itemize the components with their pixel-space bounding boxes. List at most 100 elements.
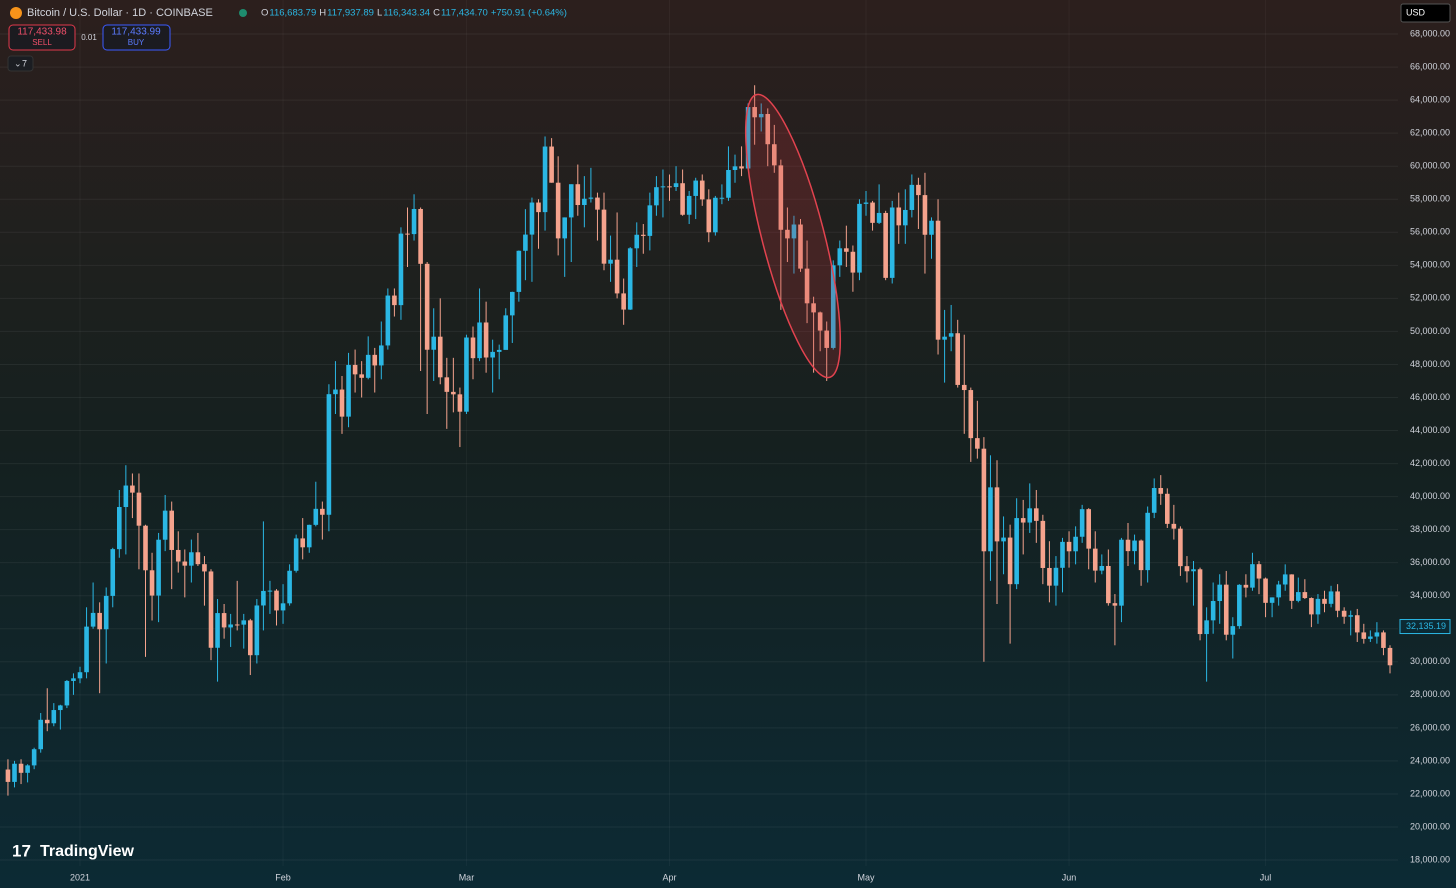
candle-body [1223,584,1229,635]
candle-body [64,680,70,706]
candle-body [1361,632,1367,639]
y-tick-label: 26,000.00 [1410,722,1450,732]
candle-body [267,590,273,592]
ohlc-value: 117,937.89 [327,8,374,19]
x-tick-label: May [857,872,875,882]
candle-body [215,613,220,648]
candle-body [654,187,659,206]
highlight-ellipse [744,93,842,379]
candle-body [621,293,626,310]
candle-body [922,195,928,235]
candle-body [863,202,869,204]
x-tick-label: Jun [1062,872,1077,882]
candle-body [359,374,364,378]
candle-body [1276,584,1281,598]
candle-body [903,209,908,226]
candle-body [1302,592,1308,599]
candle-body [1335,591,1340,611]
candle-body [942,336,947,340]
candle-body [706,199,712,233]
x-tick-label: Apr [662,872,676,882]
candle-body [896,207,902,226]
candle-body [1014,518,1019,585]
price-marker-label: 32,135.19 [1406,621,1446,631]
candle-body [189,552,194,566]
candle-body [817,312,823,331]
sell-label: SELL [32,38,52,47]
candle-body [844,248,849,252]
sell-button[interactable] [8,24,76,51]
buy-button[interactable] [102,24,171,51]
candle-body [693,180,698,196]
candle-body [274,590,279,611]
candle-body [306,524,312,548]
candle-body [208,571,214,648]
candle-body [909,184,915,210]
candle-body [850,251,856,273]
candle-body [1027,508,1033,523]
candle-body [739,166,744,169]
y-tick-label: 36,000.00 [1410,557,1450,567]
candle-body [300,538,305,548]
candle-body [948,333,954,337]
candle-body [752,107,757,118]
candle-body [451,391,456,395]
candle-body [1263,578,1268,603]
candle-body [110,549,116,596]
candle-body [955,333,960,385]
candle-body [1034,508,1039,521]
y-tick-label: 22,000.00 [1410,788,1450,798]
candle-body [130,485,135,493]
candle-body [994,487,1000,542]
candle-body [483,322,489,358]
candle-body [90,612,96,627]
candle-body [202,564,207,572]
y-tick-label: 18,000.00 [1410,854,1450,864]
y-tick-label: 28,000.00 [1410,689,1450,699]
candle-body [824,330,829,348]
candle-body [1079,509,1085,537]
y-tick-label: 54,000.00 [1410,260,1450,270]
y-tick-label: 42,000.00 [1410,458,1450,468]
candle-body [876,212,882,223]
y-tick-label: 50,000.00 [1410,326,1450,336]
candle-body [444,377,450,392]
candle-body [961,384,967,391]
candle-body [97,612,102,630]
candle-body [627,248,633,310]
candle-body [123,485,129,508]
sell-price: 117,433.98 [17,27,67,38]
candle-body [1053,567,1059,586]
y-tick-label: 40,000.00 [1410,491,1450,501]
candle-body [857,203,862,273]
candle-body [758,113,764,118]
candle-body [1243,584,1249,588]
candle-body [680,183,685,215]
indicator-toggle[interactable] [7,55,34,72]
candle-body [791,224,797,239]
candle-body [169,510,174,550]
candle-body [889,207,895,278]
candle-body [870,202,875,223]
candle-body [1106,565,1111,604]
candle-body [25,765,30,773]
ohlc-key: L [377,8,382,19]
candle-body [175,549,181,562]
candle-body [346,364,351,417]
candle-body [1250,564,1255,588]
candle-body [542,146,548,213]
candle-body [1020,518,1026,523]
candle-body [830,265,836,348]
candle-body [713,197,718,233]
candle-body [71,678,76,681]
candle-body [549,146,554,183]
y-tick-label: 64,000.00 [1410,94,1450,104]
currency-box[interactable] [1400,3,1451,23]
x-tick-label: Jul [1260,872,1272,882]
y-tick-label: 30,000.00 [1410,656,1450,666]
candle-body [1145,512,1150,571]
btc-icon [10,7,22,19]
candle-body [1047,567,1052,586]
x-tick-label: Mar [459,872,475,882]
candle-body [287,570,292,604]
